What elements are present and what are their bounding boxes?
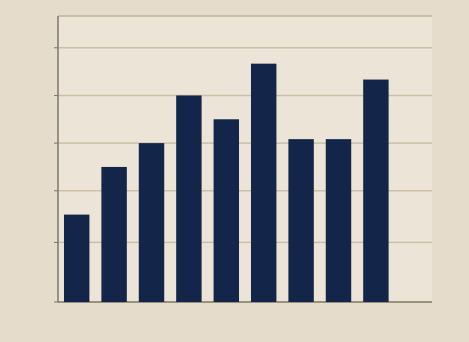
bar	[363, 79, 389, 302]
bar	[138, 143, 165, 302]
bar	[63, 214, 90, 302]
bar	[176, 95, 202, 302]
bar	[288, 139, 314, 302]
bar	[213, 119, 240, 303]
bar	[325, 139, 352, 302]
bar	[101, 166, 127, 302]
bar	[250, 63, 277, 302]
